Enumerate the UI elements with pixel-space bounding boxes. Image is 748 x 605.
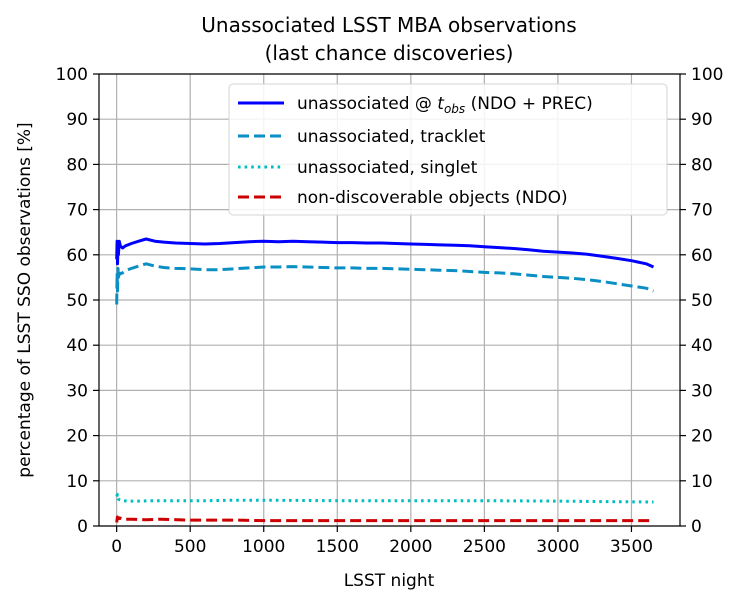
y-tick-label-left-5: 50 bbox=[66, 291, 88, 311]
x-axis-label: LSST night bbox=[344, 571, 435, 591]
x-axis-ticks: 0 500 1000 1500 2000 2500 3000 3500 bbox=[111, 526, 653, 557]
series-line-2 bbox=[115, 492, 654, 504]
x-tick-label-0: 0 bbox=[111, 537, 122, 557]
y-tick-label-right-1: 10 bbox=[691, 472, 713, 492]
legend-label-0-tail: (NDO + PREC) bbox=[465, 94, 593, 114]
y-tick-label-left-3: 30 bbox=[66, 381, 88, 401]
legend-label-1: unassociated, tracklet bbox=[297, 127, 486, 147]
y-axis-ticks: 0 0 10 10 20 20 30 30 40 40 50 50 60 60 70 70 80 80 90 90 10… bbox=[56, 65, 724, 537]
y-tick-label-left-2: 20 bbox=[66, 427, 88, 447]
legend-label-2: unassociated, singlet bbox=[297, 158, 478, 178]
x-tick-label-1: 500 bbox=[174, 537, 206, 557]
y-tick-label-right-9: 90 bbox=[691, 110, 713, 130]
y-tick-label-right-0: 0 bbox=[691, 517, 702, 537]
y-tick-label-left-4: 40 bbox=[66, 336, 88, 356]
x-tick-label-5: 2500 bbox=[463, 537, 506, 557]
series-layer bbox=[115, 237, 655, 523]
x-tick-label-6: 3000 bbox=[536, 537, 579, 557]
x-tick-label-7: 3500 bbox=[610, 537, 653, 557]
y-tick-label-right-8: 80 bbox=[691, 155, 713, 175]
legend-label-0-symbol: t bbox=[437, 94, 445, 114]
y-tick-label-right-2: 20 bbox=[691, 427, 713, 447]
y-tick-label-right-4: 40 bbox=[691, 336, 713, 356]
x-tick-label-4: 2000 bbox=[389, 537, 432, 557]
y-tick-label-left-1: 10 bbox=[66, 472, 88, 492]
y-tick-label-right-7: 70 bbox=[691, 201, 713, 221]
legend: unassociated @ tobs (NDO + PREC) unassoc… bbox=[228, 83, 668, 216]
y-tick-label-right-5: 50 bbox=[691, 291, 713, 311]
series-line-3 bbox=[115, 515, 654, 523]
y-axis-label: percentage of LSST SSO observations [%] bbox=[15, 122, 35, 477]
y-tick-label-left-8: 80 bbox=[66, 155, 88, 175]
x-tick-label-2: 1000 bbox=[242, 537, 285, 557]
chart-subtitle: (last chance discoveries) bbox=[265, 41, 514, 65]
legend-label-3: non-discoverable objects (NDO) bbox=[297, 188, 568, 208]
y-tick-label-left-10: 100 bbox=[56, 65, 88, 85]
legend-box bbox=[228, 83, 668, 216]
y-tick-label-right-10: 100 bbox=[691, 65, 723, 85]
y-tick-label-left-7: 70 bbox=[66, 201, 88, 221]
y-tick-label-left-6: 60 bbox=[66, 246, 88, 266]
series-line-0 bbox=[115, 237, 655, 269]
legend-label-0: unassociated @ tobs (NDO + PREC) bbox=[297, 94, 593, 116]
y-tick-label-right-3: 30 bbox=[691, 381, 713, 401]
y-tick-label-left-9: 90 bbox=[66, 110, 88, 130]
y-tick-label-left-0: 0 bbox=[77, 517, 88, 537]
legend-label-0-subscript: obs bbox=[444, 102, 465, 116]
chart-title: Unassociated LSST MBA observations bbox=[201, 13, 576, 37]
series-line-1 bbox=[115, 262, 655, 305]
x-tick-label-3: 1500 bbox=[316, 537, 359, 557]
y-tick-label-right-6: 60 bbox=[691, 246, 713, 266]
legend-label-0-main: unassociated @ bbox=[297, 94, 437, 114]
